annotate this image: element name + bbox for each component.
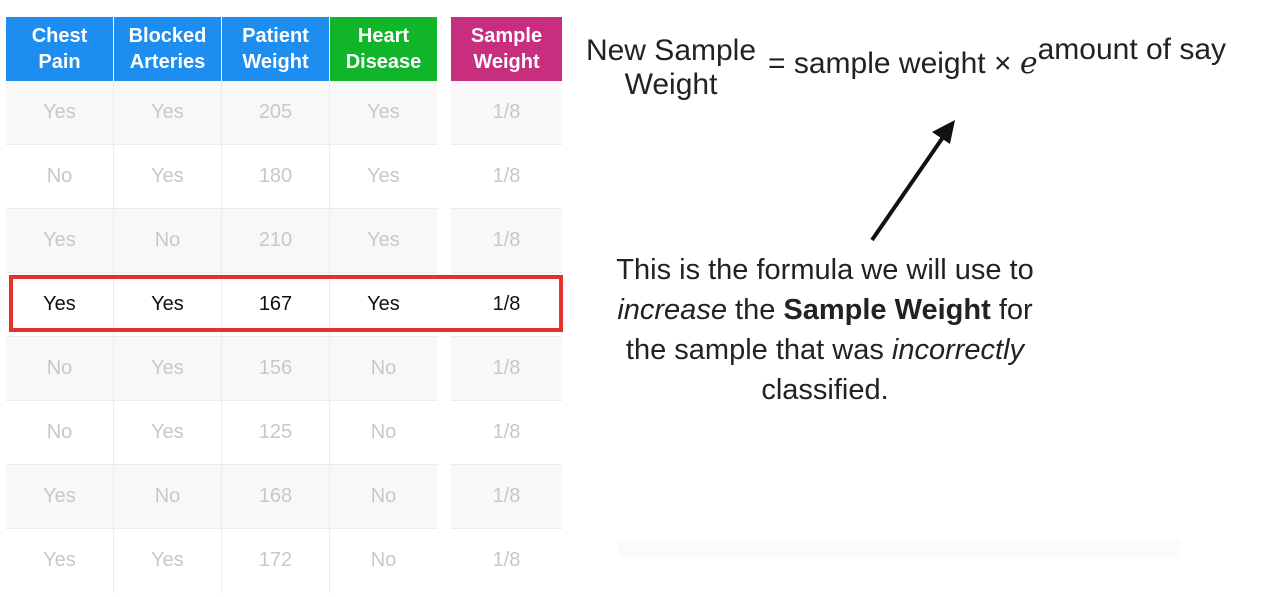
heart-disease-cell: Yes [330, 209, 437, 272]
patient-weight-cell: 167 [222, 273, 329, 336]
sample-weight-cell: 1/8 [451, 337, 562, 400]
blocked-arteries-cell: Yes [114, 81, 221, 144]
column-divider [221, 81, 222, 593]
heart-disease-cell: No [330, 337, 437, 400]
blocked-arteries-cell: Yes [114, 145, 221, 208]
formula-rhs: = sample weight × eamount of say [768, 33, 1227, 81]
header-heart-disease: Heart Disease [330, 17, 437, 81]
chest-pain-cell: Yes [6, 273, 113, 336]
heart-disease-cell: No [330, 465, 437, 528]
sample-weight-cell: 1/8 [451, 81, 562, 144]
sample-table: Chest Pain Blocked Arteries Patient Weight … [6, 17, 562, 593]
pointer-arrow [870, 120, 955, 242]
sample-weight-cell: 1/8 [451, 273, 562, 336]
sample-weight-cell: 1/8 [451, 209, 562, 272]
sample-weight-cell: 1/8 [451, 529, 562, 592]
heart-disease-cell: No [330, 401, 437, 464]
header-sample-weight: Sample Weight [451, 17, 562, 81]
patient-weight-cell: 205 [222, 81, 329, 144]
blocked-arteries-cell: Yes [114, 401, 221, 464]
patient-weight-cell: 180 [222, 145, 329, 208]
chest-pain-cell: Yes [6, 209, 113, 272]
highlighted-row-box [9, 275, 563, 332]
sample-weight-formula: New Sample Weight = sample weight × eamo… [576, 30, 1276, 110]
explanation-note: This is the formula we will use to incre… [616, 254, 1034, 406]
blocked-arteries-cell: Yes [114, 337, 221, 400]
sample-column-gap [438, 81, 451, 587]
heart-disease-cell: Yes [330, 81, 437, 144]
row-divider [6, 272, 562, 273]
faint-bar [618, 540, 1180, 558]
blocked-arteries-cell: Yes [114, 273, 221, 336]
header-blocked-arteries: Blocked Arteries [114, 17, 221, 81]
sample-weight-cell: 1/8 [451, 465, 562, 528]
header-patient-weight: Patient Weight [222, 17, 329, 81]
blocked-arteries-cell: No [114, 209, 221, 272]
heart-disease-cell: No [330, 529, 437, 592]
chest-pain-cell: Yes [6, 465, 113, 528]
patient-weight-cell: 210 [222, 209, 329, 272]
row-divider [6, 464, 562, 465]
patient-weight-cell: 156 [222, 337, 329, 400]
row-divider [6, 208, 562, 209]
chest-pain-cell: No [6, 401, 113, 464]
blocked-arteries-cell: Yes [114, 529, 221, 592]
formula-exponent: amount of say [1037, 33, 1227, 66]
row-divider [6, 528, 562, 529]
column-divider [113, 81, 114, 593]
sample-weight-cell: 1/8 [451, 145, 562, 208]
blocked-arteries-cell: No [114, 465, 221, 528]
chest-pain-cell: Yes [6, 529, 113, 592]
formula-lhs: New Sample Weight [585, 34, 757, 101]
formula-base-e: e [1019, 46, 1038, 81]
sample-weight-cell: 1/8 [451, 401, 562, 464]
row-divider [6, 144, 562, 145]
chest-pain-cell: Yes [6, 81, 113, 144]
column-divider [329, 81, 330, 593]
patient-weight-cell: 168 [222, 465, 329, 528]
heart-disease-cell: Yes [330, 145, 437, 208]
heart-disease-cell: Yes [330, 273, 437, 336]
patient-weight-cell: 172 [222, 529, 329, 592]
patient-weight-cell: 125 [222, 401, 329, 464]
chest-pain-cell: No [6, 145, 113, 208]
row-divider [6, 400, 562, 401]
chest-pain-cell: No [6, 337, 113, 400]
row-divider [6, 336, 562, 337]
header-chest-pain: Chest Pain [6, 17, 113, 81]
